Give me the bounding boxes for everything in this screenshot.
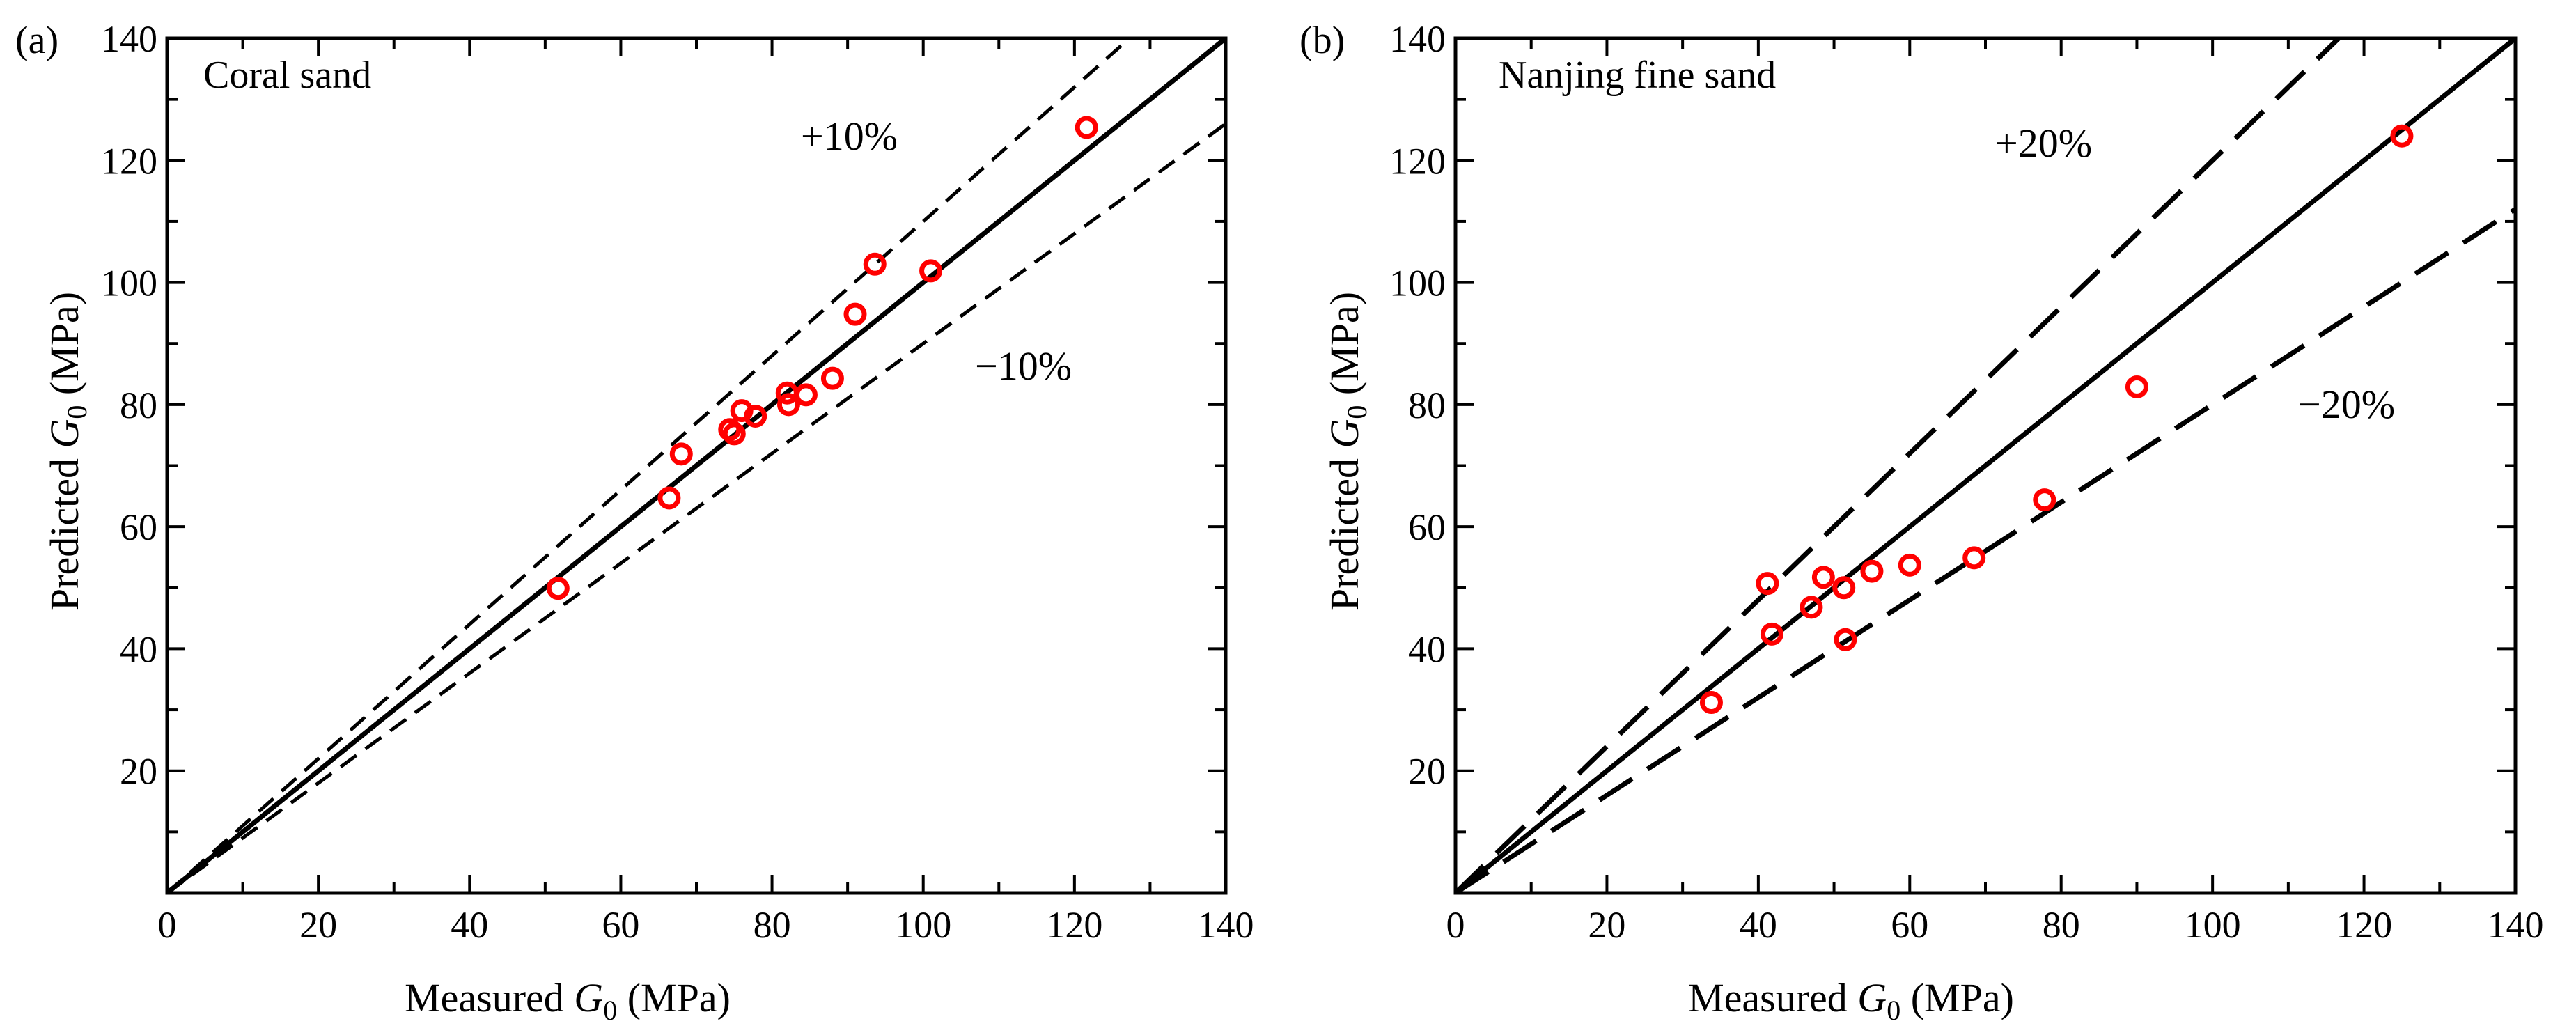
panel-b-y-tick-label: 80 [1408, 384, 1446, 426]
panel-b-y-tick-label: 20 [1408, 751, 1446, 793]
panel-a-tag: (a) [15, 19, 58, 62]
panel-b-upper-band-label: +20% [1995, 120, 2092, 166]
panel-b-data-point [2033, 488, 2056, 512]
panel-a-plot: 0 20 40 60 80 100 120 140 20 40 60 80 100 120 140 [101, 18, 1254, 946]
panel-a-line-10 [167, 122, 1226, 893]
panel-b-data-point [1756, 572, 1779, 596]
panel-a-y-tick-label: 120 [101, 140, 157, 182]
panel-a-x-tick-label: 0 [158, 904, 177, 946]
panel-b-data-point [2125, 375, 2148, 398]
panel-a-y-tick-label: 20 [120, 751, 157, 793]
panel-b-y-tick-label: 100 [1389, 263, 1446, 304]
panel-a: (a) Coral sand 0 20 40 60 80 100 120 140 20 40 60 8… [15, 18, 1254, 1026]
panel-b-x-tick-label: 100 [2185, 904, 2241, 946]
panel-a-x-axis-label: Measured G0 (MPa) [405, 975, 731, 1026]
panel-a-data-point [657, 486, 681, 510]
panel-a-x-tick-label: 80 [754, 904, 791, 946]
panel-b-data-point [1860, 559, 1884, 583]
panel-b-lower-band-label: −20% [2298, 382, 2395, 427]
panel-a-line-1-1-line [167, 38, 1226, 893]
panel-b-line-20 [1455, 38, 2343, 893]
panel-a-data-point [1075, 116, 1098, 139]
panel-b-data-point [1834, 628, 1857, 651]
panel-a-x-tick-label: 120 [1046, 904, 1102, 946]
panel-a-upper-band-label: +10% [801, 114, 898, 159]
panel-b-x-tick-label: 140 [2488, 904, 2544, 946]
panel-a-y-tick-label: 60 [120, 506, 157, 548]
panel-b-data-point [1962, 546, 1986, 570]
panel-b: (b) Nanjing fine sand 0 20 40 60 80 100 120 140… [1299, 18, 2544, 1026]
panel-a-x-tick-label: 100 [895, 904, 951, 946]
panel-b-data-point [1800, 596, 1823, 619]
panel-a-data-point [776, 393, 800, 417]
panel-b-data-point [1898, 553, 1921, 577]
panel-b-x-tick-label: 0 [1446, 904, 1465, 946]
panel-b-x-tick-label: 40 [1740, 904, 1777, 946]
panel-a-y-axis-label: Predicted G0 (MPa) [42, 292, 93, 611]
panel-b-y-tick-label: 60 [1408, 506, 1446, 548]
panel-a-y-tick-label: 100 [101, 263, 157, 304]
panel-a-data-point [546, 577, 570, 600]
panel-b-x-tick-label: 80 [2043, 904, 2080, 946]
panel-a-data-point [843, 302, 867, 326]
panel-a-data-point [863, 252, 887, 276]
panel-b-y-tick-label: 40 [1408, 628, 1446, 670]
panel-a-x-tick-label: 40 [451, 904, 488, 946]
panel-a-line-10 [167, 38, 1132, 893]
panel-b-plot: 0 20 40 60 80 100 120 140 20 40 60 80 100 120 140 [1389, 18, 2544, 946]
panel-a-data-point [820, 366, 844, 390]
panel-a-x-tick-label: 20 [299, 904, 337, 946]
panel-b-data-point [2390, 124, 2414, 148]
panel-b-y-axis-label: Predicted G0 (MPa) [1322, 292, 1373, 611]
panel-b-tag: (b) [1299, 19, 1345, 62]
panel-b-title: Nanjing fine sand [1499, 54, 1776, 97]
panel-b-data-point [1832, 576, 1856, 600]
panel-a-data-point [794, 383, 818, 407]
panel-a-y-tick-label: 140 [101, 18, 157, 60]
panel-b-data-point [1699, 691, 1723, 715]
panel-b-y-tick-label: 140 [1389, 18, 1446, 60]
panel-a-x-tick-label: 60 [602, 904, 639, 946]
panel-b-line-1-1-line [1455, 38, 2515, 893]
panel-a-lower-band-label: −10% [975, 343, 1072, 389]
panel-b-data-point [1760, 622, 1783, 646]
panel-a-data-point [718, 418, 742, 442]
panel-a-data-point [919, 259, 943, 283]
panel-b-x-tick-label: 60 [1891, 904, 1928, 946]
panel-a-data-point [722, 422, 746, 446]
panel-b-data-point [1811, 566, 1835, 589]
panel-a-title: Coral sand [203, 54, 371, 97]
panel-b-x-axis-label: Measured G0 (MPa) [1688, 975, 2014, 1026]
panel-b-line-20 [1455, 207, 2515, 893]
panel-a-y-tick-label: 40 [120, 628, 157, 670]
panel-a-data-point [669, 442, 693, 466]
panel-b-y-tick-label: 120 [1389, 140, 1446, 182]
panel-a-data-point [744, 405, 767, 428]
panel-a-y-tick-label: 80 [120, 384, 157, 426]
panel-b-x-tick-label: 20 [1588, 904, 1625, 946]
panel-b-x-tick-label: 120 [2336, 904, 2392, 946]
panel-a-x-tick-label: 140 [1198, 904, 1254, 946]
